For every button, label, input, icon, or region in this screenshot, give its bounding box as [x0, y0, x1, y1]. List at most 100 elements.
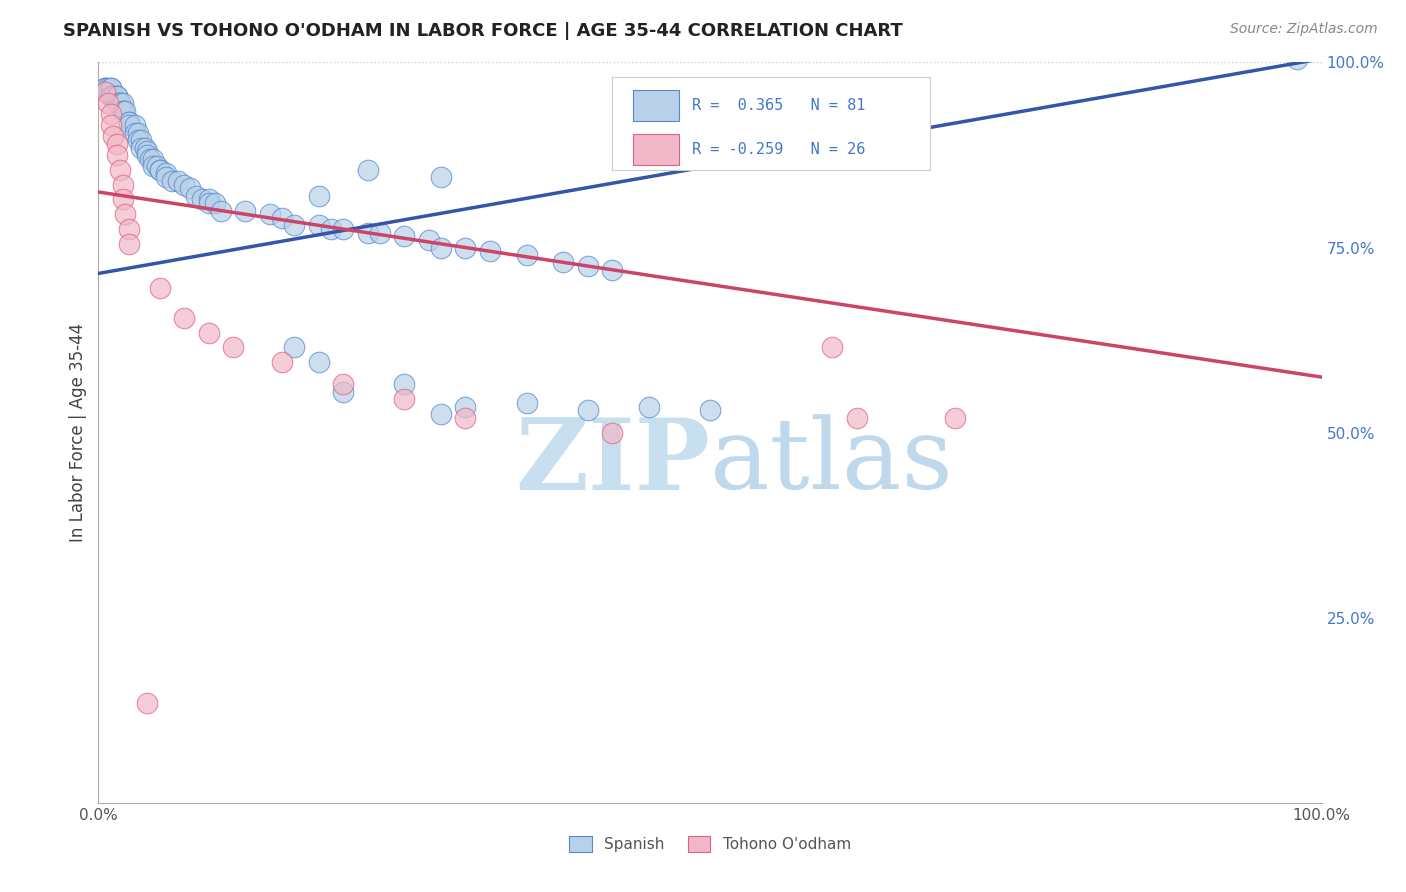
Point	[821, 341, 844, 355]
Point	[191, 193, 214, 207]
Point	[204, 196, 226, 211]
Point	[308, 188, 330, 202]
FancyBboxPatch shape	[612, 78, 931, 169]
Point	[209, 203, 232, 218]
Point	[1286, 52, 1309, 66]
Bar	[633, 134, 679, 165]
Point	[127, 133, 149, 147]
Point	[139, 152, 162, 166]
Point	[100, 81, 122, 95]
Point	[259, 207, 281, 221]
Point	[100, 88, 122, 103]
Point	[478, 244, 501, 259]
Point	[270, 355, 294, 369]
Point	[105, 88, 128, 103]
Point	[149, 162, 172, 177]
Point	[129, 133, 152, 147]
Point	[600, 262, 623, 277]
Point	[699, 403, 721, 417]
Point	[100, 107, 122, 121]
Point	[111, 178, 134, 192]
Point	[129, 140, 152, 154]
Point	[332, 222, 354, 236]
Y-axis label: In Labor Force | Age 35-44: In Labor Force | Age 35-44	[69, 323, 87, 542]
Point	[124, 119, 146, 133]
Point	[111, 103, 134, 118]
Point	[576, 259, 599, 273]
Point	[308, 355, 330, 369]
Point	[155, 166, 177, 180]
Point	[319, 222, 342, 236]
Point	[111, 103, 134, 118]
Point	[124, 126, 146, 140]
Point	[392, 377, 416, 392]
Text: R =  0.365   N = 81: R = 0.365 N = 81	[692, 98, 865, 113]
Point	[308, 219, 330, 233]
Point	[943, 410, 966, 425]
Point	[283, 341, 305, 355]
Point	[160, 174, 183, 188]
Point	[430, 170, 453, 185]
Point	[356, 162, 378, 177]
Point	[222, 341, 245, 355]
Point	[637, 400, 661, 414]
Point	[149, 162, 172, 177]
Point	[93, 85, 115, 99]
Point	[114, 207, 136, 221]
Point	[155, 170, 177, 185]
Point	[233, 203, 256, 218]
Point	[454, 400, 477, 414]
Text: Source: ZipAtlas.com: Source: ZipAtlas.com	[1230, 22, 1378, 37]
Point	[118, 114, 141, 128]
Text: atlas: atlas	[710, 415, 953, 510]
Point	[105, 148, 128, 162]
Point	[430, 240, 453, 255]
Point	[197, 193, 219, 207]
Point	[105, 88, 128, 103]
Point	[332, 384, 354, 399]
Point	[149, 281, 172, 295]
Text: R = -0.259   N = 26: R = -0.259 N = 26	[692, 142, 865, 157]
Point	[118, 236, 141, 251]
Point	[100, 119, 122, 133]
Point	[110, 96, 132, 111]
Text: SPANISH VS TOHONO O'ODHAM IN LABOR FORCE | AGE 35-44 CORRELATION CHART: SPANISH VS TOHONO O'ODHAM IN LABOR FORCE…	[63, 22, 903, 40]
Point	[197, 326, 219, 340]
Point	[93, 81, 115, 95]
Point	[142, 159, 165, 173]
Point	[356, 226, 378, 240]
Point	[97, 96, 120, 111]
Point	[418, 233, 440, 247]
Point	[332, 377, 354, 392]
Point	[136, 696, 159, 710]
Bar	[633, 90, 679, 121]
Point	[105, 136, 128, 151]
Point	[186, 188, 208, 202]
Point	[454, 410, 477, 425]
Point	[270, 211, 294, 225]
Point	[101, 129, 124, 144]
Point	[118, 222, 141, 236]
Point	[515, 248, 537, 262]
Point	[111, 193, 134, 207]
Point	[146, 159, 169, 173]
Point	[110, 162, 132, 177]
Point	[127, 126, 149, 140]
Point	[93, 81, 115, 95]
Point	[100, 81, 122, 95]
Point	[101, 88, 124, 103]
Point	[105, 96, 128, 111]
Point	[97, 81, 120, 95]
Point	[515, 396, 537, 410]
Point	[173, 310, 195, 325]
Point	[553, 255, 575, 269]
Point	[118, 119, 141, 133]
Point	[368, 226, 391, 240]
Point	[93, 81, 115, 95]
Point	[136, 148, 159, 162]
Point	[111, 96, 134, 111]
Point	[134, 140, 156, 154]
Point	[142, 152, 165, 166]
Point	[430, 407, 453, 421]
Point	[114, 103, 136, 118]
